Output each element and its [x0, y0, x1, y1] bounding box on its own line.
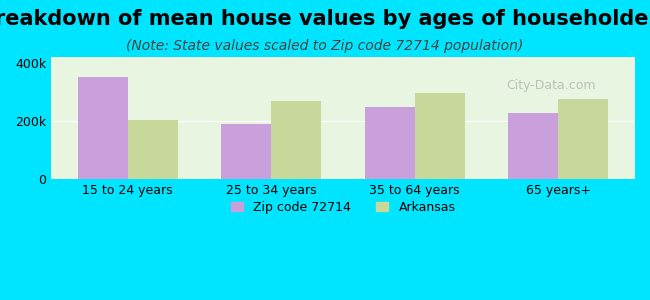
Bar	[128, 120, 178, 179]
Bar	[221, 124, 271, 179]
Text: (Note: State values scaled to Zip code 72714 population): (Note: State values scaled to Zip code 7…	[126, 39, 524, 53]
Text: Breakdown of mean house values by ages of householders: Breakdown of mean house values by ages o…	[0, 9, 650, 29]
Bar	[271, 101, 322, 179]
Bar	[77, 77, 128, 179]
Bar	[365, 107, 415, 179]
Text: City-Data.com: City-Data.com	[506, 79, 596, 92]
Bar	[415, 93, 465, 179]
Bar	[558, 99, 608, 179]
Bar	[508, 113, 558, 179]
Legend: Zip code 72714, Arkansas: Zip code 72714, Arkansas	[224, 194, 462, 220]
